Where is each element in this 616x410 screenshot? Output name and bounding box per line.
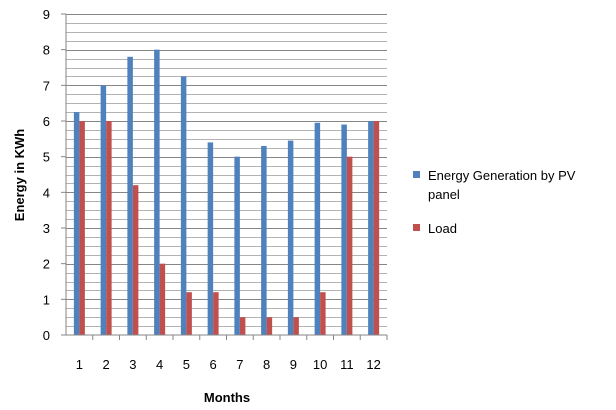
y-tick-label: 5	[43, 150, 50, 165]
x-tick-label: 1	[76, 357, 83, 372]
y-tick-label: 2	[43, 257, 50, 272]
y-tick-label: 8	[43, 43, 50, 58]
bar-load-12	[373, 121, 380, 335]
y-tick-label: 7	[43, 78, 50, 93]
y-tick-label: 3	[43, 221, 50, 236]
x-tick-label: 9	[290, 357, 297, 372]
x-tick-label: 12	[366, 357, 380, 372]
bar-pv-12	[368, 121, 374, 335]
x-tick-label: 6	[210, 357, 217, 372]
bar-pv-7	[234, 156, 240, 335]
legend-label-pv-line1: Energy Generation by PV	[428, 168, 576, 183]
bar-pv-4	[154, 49, 160, 336]
bar-load-4	[159, 263, 166, 335]
legend-label-load: Load	[428, 221, 457, 236]
y-tick-label: 1	[43, 292, 50, 307]
bar-load-1	[79, 121, 85, 335]
bar-load-8	[266, 317, 273, 335]
legend-swatch-load	[413, 224, 420, 231]
legend-swatch-pv	[413, 171, 420, 178]
x-tick-label: 10	[313, 357, 327, 372]
x-tick-label: 8	[263, 357, 270, 372]
x-tick-label: 7	[236, 357, 243, 372]
bar-pv-11	[341, 124, 347, 335]
y-tick-label: 6	[43, 114, 50, 129]
bar-load-6	[213, 292, 219, 335]
y-tick-label: 0	[43, 328, 50, 343]
bar-load-11	[346, 156, 353, 335]
bar-pv-5	[180, 76, 187, 336]
bar-load-7	[239, 317, 246, 335]
bars	[73, 49, 380, 336]
y-tick-label: 9	[43, 7, 50, 22]
bar-load-5	[186, 292, 192, 335]
bar-load-10	[320, 292, 326, 335]
y-tick-labels: 0 1 2 3 4 5 6 7 8 9	[43, 7, 66, 343]
y-tick-label: 4	[43, 185, 50, 200]
bar-pv-1	[73, 112, 80, 335]
x-tick-label: 11	[340, 357, 354, 372]
bar-load-3	[132, 185, 139, 335]
bar-pv-3	[127, 56, 133, 336]
legend-label-pv-line2: panel	[428, 187, 460, 202]
x-tick-label: 4	[156, 357, 163, 372]
x-tick-label: 5	[183, 357, 190, 372]
bar-pv-9	[287, 140, 294, 335]
y-axis-title: Energy in KWh	[12, 129, 27, 222]
bar-load-9	[293, 317, 299, 335]
bar-load-2	[106, 121, 112, 335]
x-tick-labels: 1 2 3 4 5 6 7 8 9 10 11 12	[76, 335, 388, 372]
gridlines	[66, 14, 387, 327]
x-tick-label: 3	[129, 357, 136, 372]
bar-pv-8	[261, 145, 267, 335]
bar-pv-6	[207, 142, 214, 335]
legend: Energy Generation by PV panel Load	[413, 168, 576, 236]
x-tick-label: 2	[103, 357, 110, 372]
bar-pv-10	[314, 122, 321, 336]
bar-pv-2	[100, 85, 107, 335]
x-axis-title: Months	[204, 390, 250, 405]
